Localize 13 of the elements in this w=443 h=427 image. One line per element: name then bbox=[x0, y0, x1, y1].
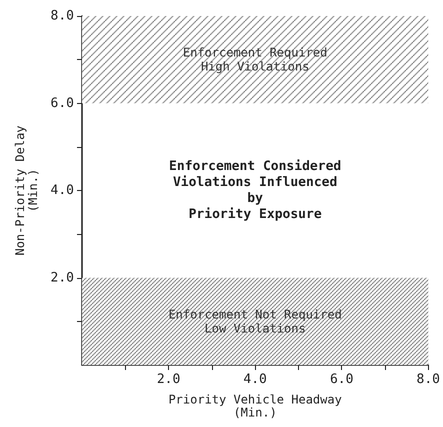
y-tick-label: 8.0 bbox=[50, 8, 74, 24]
band-label: Enforcement Not Required Low Violations bbox=[168, 307, 342, 336]
x-tick-label: 8.0 bbox=[416, 372, 440, 387]
annotation: Enforcement Considered Violations Influenced by Priority Exposure bbox=[169, 159, 342, 222]
y-tick-label: 4.0 bbox=[50, 183, 74, 198]
y-tick-label: 2.0 bbox=[50, 270, 74, 286]
x-tick-label: 2.0 bbox=[156, 372, 180, 387]
y-axis-title: Non-Priority Delay (Min.) bbox=[13, 125, 40, 256]
y-tick-label: 6.0 bbox=[50, 96, 74, 111]
x-axis-title: Priority Vehicle Headway (Min.) bbox=[168, 392, 342, 420]
x-tick-label: 4.0 bbox=[243, 372, 267, 387]
band-label: Enforcement Required High Violations bbox=[182, 46, 328, 74]
x-tick-label: 6.0 bbox=[330, 372, 354, 387]
